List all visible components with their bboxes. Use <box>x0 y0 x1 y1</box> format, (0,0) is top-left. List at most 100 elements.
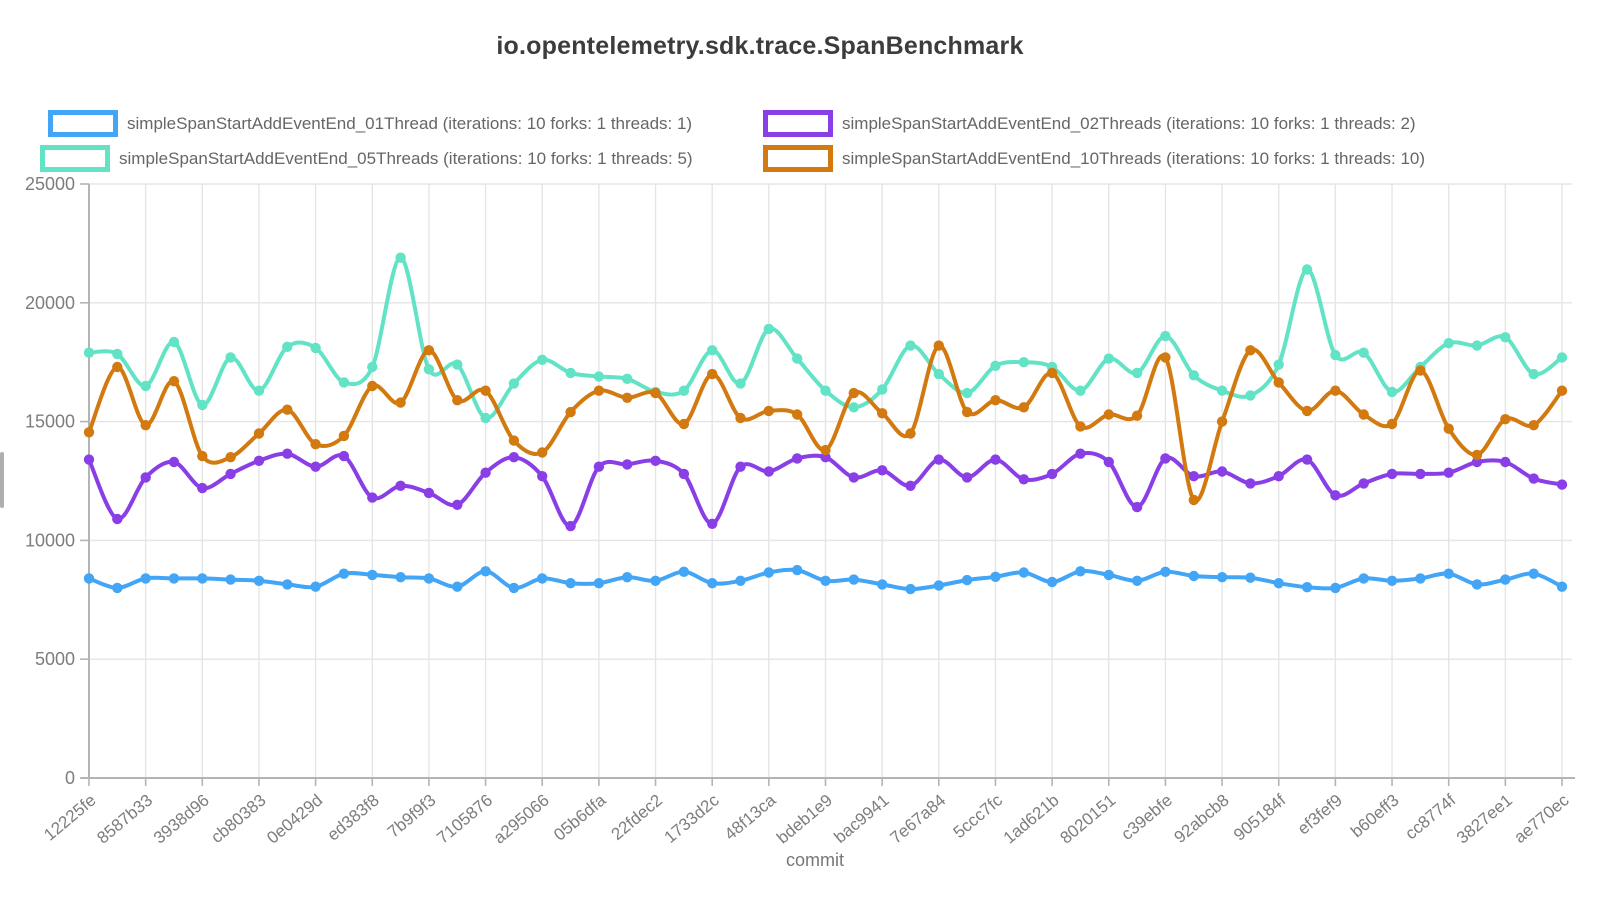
data-point <box>565 367 576 379</box>
data-point <box>480 467 491 478</box>
legend-swatch-02threads <box>763 110 833 137</box>
x-tick-label-commit: 8020151 <box>1056 791 1119 848</box>
data-point <box>1386 418 1398 430</box>
data-point <box>140 420 151 431</box>
data-point <box>310 439 321 450</box>
data-point <box>1415 365 1426 376</box>
data-point <box>1528 473 1539 484</box>
data-point <box>877 579 888 590</box>
legend-item-01thread[interactable]: simpleSpanStartAddEventEnd_01Thread (ite… <box>48 110 692 137</box>
data-point <box>1216 416 1228 427</box>
data-point <box>282 404 293 415</box>
data-point <box>1131 367 1143 379</box>
x-tick-label-commit: ef3fef9 <box>1294 791 1346 839</box>
data-point <box>1556 581 1568 592</box>
data-point <box>83 454 95 465</box>
series-line-2 <box>87 450 1564 529</box>
legend-item-10threads[interactable]: simpleSpanStartAddEventEnd_10Threads (it… <box>763 145 1425 172</box>
data-point <box>1131 501 1143 513</box>
data-point <box>707 368 718 380</box>
data-point <box>1160 453 1171 464</box>
data-point <box>1358 409 1369 420</box>
data-point <box>367 492 378 503</box>
data-point <box>197 399 208 411</box>
x-tick-label-commit: 1ad621b <box>1000 791 1063 848</box>
x-tick-label-commit: ae770ec <box>1510 790 1573 847</box>
data-point <box>990 360 1001 371</box>
data-point <box>763 567 774 578</box>
data-point <box>763 405 774 417</box>
data-point <box>1103 456 1115 468</box>
y-tick-label: 20000 <box>25 293 75 313</box>
data-point <box>1046 576 1058 588</box>
data-point <box>1075 421 1086 432</box>
data-point <box>508 582 520 594</box>
legend-item-02threads[interactable]: simpleSpanStartAddEventEnd_02Threads (it… <box>763 110 1416 137</box>
data-point <box>537 447 548 458</box>
legend-item-05threads[interactable]: simpleSpanStartAddEventEnd_05Threads (it… <box>40 145 693 172</box>
data-point <box>480 385 491 396</box>
data-point <box>933 454 944 465</box>
data-point <box>593 385 605 396</box>
data-point <box>905 340 916 351</box>
data-point <box>225 574 236 585</box>
series-3 <box>83 252 1568 424</box>
data-point <box>423 573 435 584</box>
data-point <box>1500 456 1511 468</box>
data-point <box>961 574 973 586</box>
data-point <box>990 454 1001 465</box>
data-point <box>565 578 576 589</box>
data-point <box>678 468 690 480</box>
data-point <box>1330 385 1341 396</box>
data-point <box>735 461 746 472</box>
data-point <box>537 573 548 584</box>
data-point <box>197 482 208 494</box>
data-point <box>1500 332 1511 343</box>
data-point <box>735 412 746 424</box>
data-point <box>140 573 151 584</box>
data-point <box>537 354 548 365</box>
data-point <box>480 566 491 577</box>
data-point <box>537 471 548 482</box>
data-point <box>83 427 95 438</box>
x-tick-label-commit: 7b9f9f3 <box>384 791 440 842</box>
data-point <box>848 387 859 399</box>
x-tick-label-commit: 3827ee1 <box>1453 791 1516 848</box>
data-point <box>1471 340 1483 351</box>
data-point <box>367 569 378 581</box>
data-point <box>1018 357 1029 368</box>
x-tick-label-commit: 48f13ca <box>721 790 780 844</box>
data-point <box>1358 478 1369 489</box>
data-point <box>1075 385 1086 396</box>
data-point <box>990 571 1001 582</box>
data-point <box>1188 370 1200 381</box>
data-point <box>1216 385 1228 396</box>
x-tick-label-commit: bdeb1e9 <box>773 791 836 848</box>
data-point <box>877 384 888 395</box>
data-point <box>225 352 236 363</box>
x-tick-label-commit: 8587b33 <box>93 791 156 848</box>
data-point <box>848 472 859 483</box>
x-tick-label-commit: bac9941 <box>831 791 893 847</box>
data-point <box>1386 468 1398 480</box>
x-axis-title: commit <box>786 850 844 870</box>
data-point <box>820 444 831 456</box>
data-point <box>253 428 265 439</box>
data-point <box>1301 582 1313 593</box>
data-point <box>1330 582 1341 594</box>
data-point <box>650 575 661 586</box>
data-point <box>1471 449 1483 461</box>
data-point <box>905 428 916 439</box>
data-point <box>253 385 265 396</box>
data-point <box>707 518 718 529</box>
data-point <box>1018 474 1029 485</box>
data-point <box>140 380 151 392</box>
data-point <box>282 579 293 590</box>
data-point <box>1075 448 1086 459</box>
data-point <box>848 402 859 413</box>
legend-label-01thread: simpleSpanStartAddEventEnd_01Thread (ite… <box>127 113 693 133</box>
x-tick-label-commit: 3938d96 <box>150 791 213 848</box>
data-point <box>367 361 378 373</box>
